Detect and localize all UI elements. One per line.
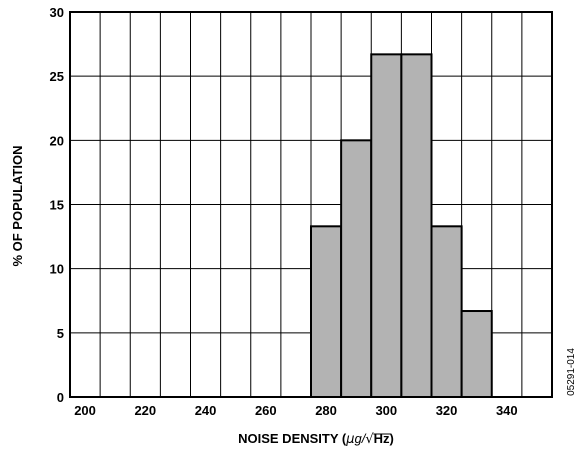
bars (310, 53, 493, 398)
x-axis-title-g: g/ (355, 431, 367, 446)
x-axis-title-mu: µ (345, 432, 354, 447)
y-tick-label: 0 (57, 390, 64, 405)
x-tick-label: 220 (134, 403, 156, 418)
x-axis-title-prefix: NOISE DENSITY ( (238, 431, 347, 446)
histogram-bar (370, 53, 403, 398)
x-tick-label: 300 (375, 403, 397, 418)
y-tick-label: 10 (50, 262, 64, 277)
histogram-bar (340, 139, 373, 398)
histogram-bar (430, 225, 463, 398)
histogram-bar (460, 310, 493, 398)
x-axis-title-suffix: ) (390, 431, 394, 446)
x-tick-label: 240 (195, 403, 217, 418)
histogram-bar (400, 53, 433, 398)
y-tick-labels: 0 5 10 15 20 25 30 (50, 5, 64, 405)
figure-code: 05291-014 (566, 348, 577, 396)
x-tick-labels: 200 220 240 260 280 300 320 340 (74, 403, 517, 418)
x-tick-label: 320 (436, 403, 458, 418)
x-axis-title-hz: Hz (374, 431, 390, 446)
y-tick-label: 15 (50, 198, 64, 213)
y-tick-label: 25 (50, 69, 64, 84)
x-tick-label: 260 (255, 403, 277, 418)
plot-frame (69, 11, 553, 398)
y-tick-label: 30 (50, 5, 64, 20)
histogram-bar (310, 225, 343, 398)
x-axis-title-radical: √ (365, 432, 374, 447)
x-tick-label: 200 (74, 403, 96, 418)
y-tick-label: 5 (57, 326, 64, 341)
x-axis-title: NOISE DENSITY (µg/√Hz) (238, 431, 394, 447)
y-axis-title: % OF POPULATION (10, 145, 25, 266)
x-tick-label: 340 (496, 403, 518, 418)
x-tick-label: 280 (315, 403, 337, 418)
y-tick-label: 20 (50, 133, 64, 148)
